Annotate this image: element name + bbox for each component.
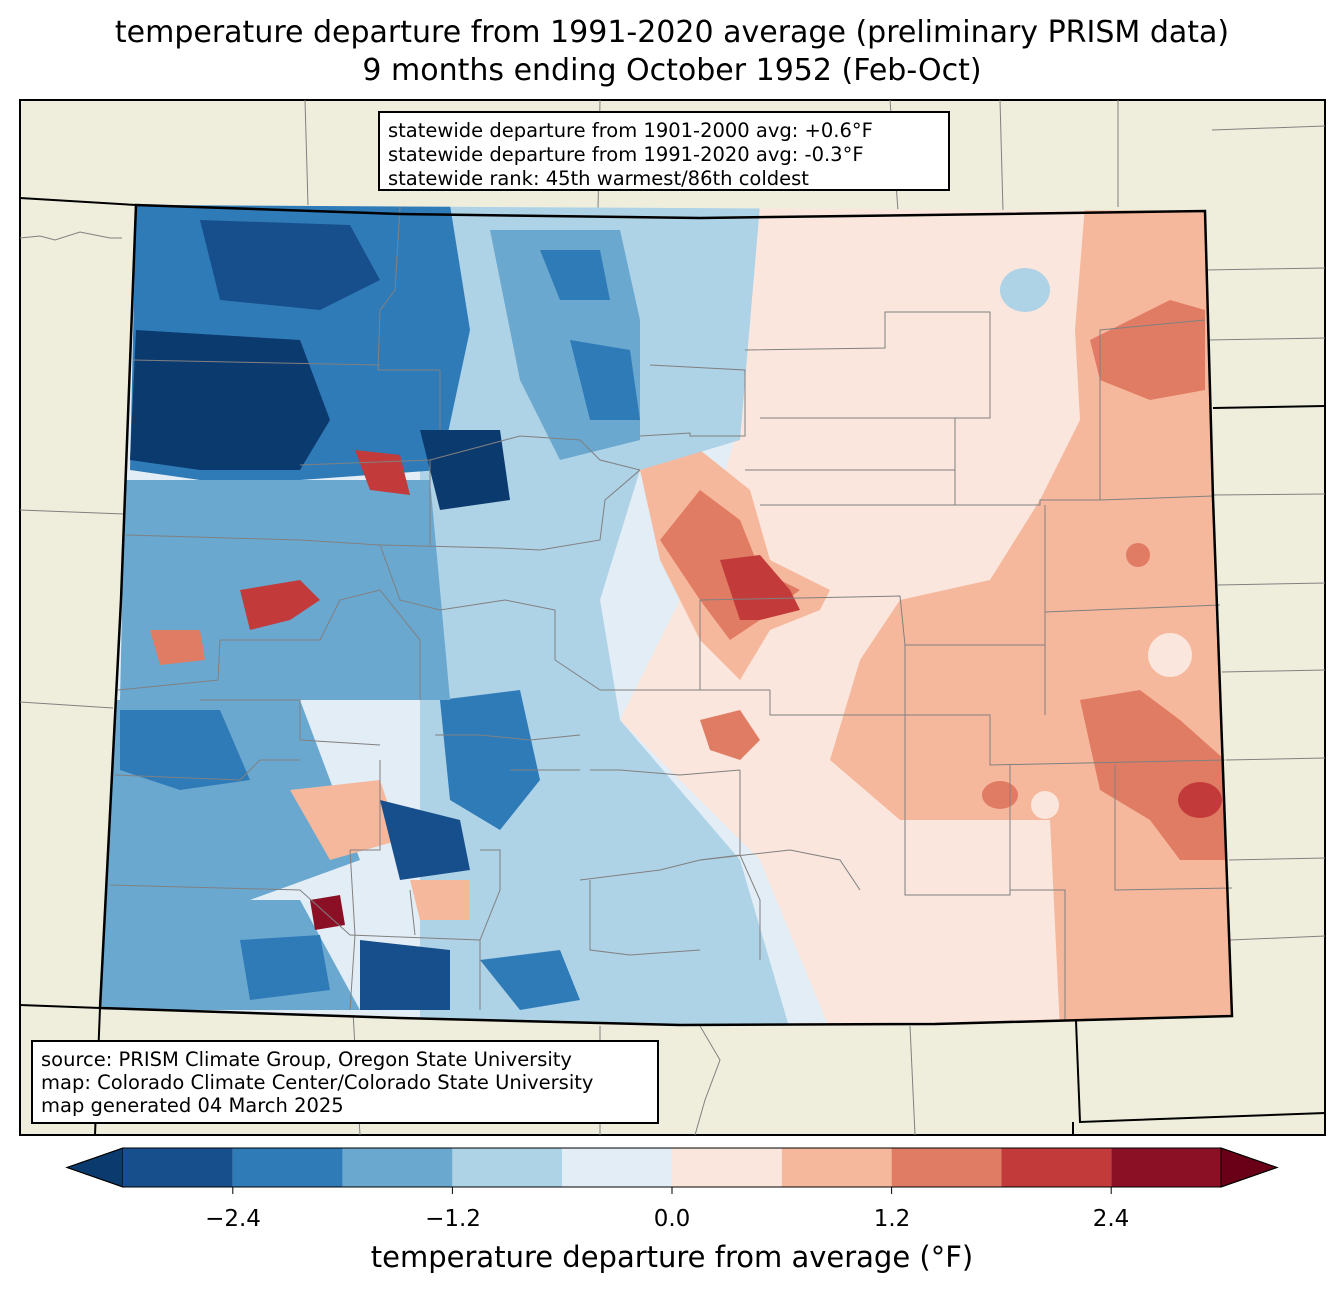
stats-line-rank: statewide rank: 45th warmest/86th coldes… <box>388 167 809 190</box>
colorbar-tick-label: 2.4 <box>1092 1206 1130 1232</box>
colorbar-tick-label: −2.4 <box>205 1206 261 1232</box>
colorbar-extend-low <box>65 1147 124 1188</box>
colorbar <box>65 1147 1279 1194</box>
source-line-generated: map generated 04 March 2025 <box>41 1094 344 1117</box>
colorbar-segment <box>672 1148 782 1187</box>
colorbar-segment <box>891 1148 1002 1187</box>
temperature-field <box>100 205 1232 1025</box>
stats-line-1991-2020: statewide departure from 1991-2020 avg: … <box>388 143 864 166</box>
colorbar-label: temperature departure from average (°F) <box>370 1240 974 1274</box>
county-lines <box>109 206 1233 1020</box>
colorbar-segment <box>452 1148 563 1187</box>
stats-line-1901-2000: statewide departure from 1901-2000 avg: … <box>388 119 873 142</box>
map-title: temperature departure from 1991-2020 ave… <box>114 15 1230 50</box>
colorbar-segment <box>342 1148 453 1187</box>
colorbar-segment <box>1111 1148 1221 1187</box>
source-line-map: map: Colorado Climate Center/Colorado St… <box>41 1071 594 1094</box>
colorado-border <box>98 203 1234 1027</box>
colorbar-segment <box>1001 1148 1112 1187</box>
colorbar-outline <box>65 1147 1279 1188</box>
colorbar-segment <box>781 1148 892 1187</box>
colorbar-tick-label: 1.2 <box>873 1206 911 1232</box>
colorbar-segment <box>562 1148 672 1187</box>
map-subtitle: 9 months ending October 1952 (Feb-Oct) <box>362 53 982 88</box>
statewide-stats-box: statewide departure from 1901-2000 avg: … <box>378 111 950 191</box>
colorbar-extend-high <box>1220 1147 1279 1188</box>
colorbar-segment <box>123 1148 233 1187</box>
source-box: source: PRISM Climate Group, Oregon Stat… <box>31 1040 659 1124</box>
colorbar-tick-label: −1.2 <box>425 1206 481 1232</box>
colorbar-tick-label: 0.0 <box>653 1206 691 1232</box>
source-line-prism: source: PRISM Climate Group, Oregon Stat… <box>41 1048 572 1071</box>
colorbar-segment <box>232 1148 343 1187</box>
